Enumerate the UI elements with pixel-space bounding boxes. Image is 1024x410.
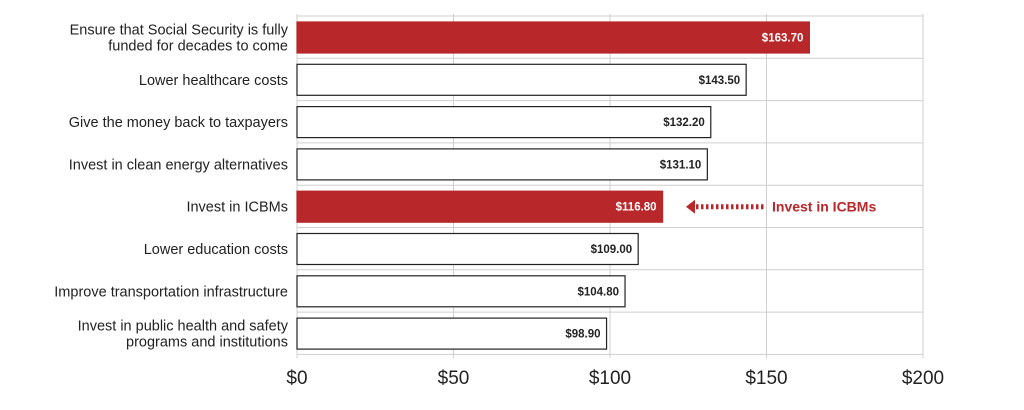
bars-group [296, 21, 810, 350]
bar [296, 275, 626, 308]
x-tick-label: $100 [589, 368, 631, 389]
bar [296, 21, 810, 54]
bar [296, 317, 608, 350]
data-label: $109.00 [591, 244, 633, 256]
category-label-line: Improve transportation infrastructure [54, 284, 288, 300]
category-label-line: Lower education costs [144, 242, 288, 258]
category-label-line: Invest in ICBMs [186, 200, 288, 216]
annotation: Invest in ICBMs [686, 199, 876, 215]
category-label: Give the money back to taxpayers [69, 115, 288, 131]
bar [296, 105, 712, 139]
annotation-arrowhead [686, 199, 695, 214]
category-label-line: Give the money back to taxpayers [69, 115, 288, 131]
annotation-label: Invest in ICBMs [772, 199, 876, 215]
x-tick-label: $0 [286, 368, 307, 389]
category-label-line: Invest in public health and safety [78, 319, 289, 335]
x-tick-labels: $0 $50 $100 $150 $200 [286, 368, 944, 389]
bar [296, 63, 747, 96]
data-label: $163.70 [762, 33, 804, 45]
data-label: $98.90 [565, 329, 600, 341]
category-label: Invest in clean energy alternatives [69, 157, 288, 173]
category-label: Improve transportation infrastructure [54, 284, 288, 300]
category-label-line: Invest in clean energy alternatives [69, 157, 288, 173]
category-label: Invest in ICBMs [186, 200, 288, 216]
value-labels: $163.70 $143.50 $132.20 $131.10 $116.80 $109.… [565, 33, 803, 341]
category-label: Ensure that Social Security is fully fund… [70, 23, 289, 55]
data-label: $131.10 [660, 159, 702, 171]
x-tick-label: $150 [745, 368, 787, 389]
bar [296, 148, 708, 181]
category-label-line: Lower healthcare costs [139, 73, 288, 89]
category-label: Invest in public health and safety progra… [78, 319, 289, 351]
x-tick-label: $200 [902, 368, 944, 389]
data-label: $104.80 [577, 286, 619, 298]
category-label-line: funded for decades to come [108, 39, 288, 55]
bar [296, 190, 664, 223]
data-label: $116.80 [616, 202, 657, 214]
bar [296, 232, 639, 266]
data-label: $143.50 [699, 75, 741, 87]
category-label-line: Ensure that Social Security is fully [70, 23, 289, 39]
category-label: Lower education costs [144, 242, 288, 258]
data-label: $132.20 [663, 117, 705, 129]
x-tick-label: $50 [438, 368, 470, 389]
grid-lines [296, 14, 924, 358]
category-labels: Ensure that Social Security is fully fund… [54, 23, 288, 351]
category-label-line: programs and institutions [126, 335, 288, 351]
category-label: Lower healthcare costs [139, 73, 288, 89]
